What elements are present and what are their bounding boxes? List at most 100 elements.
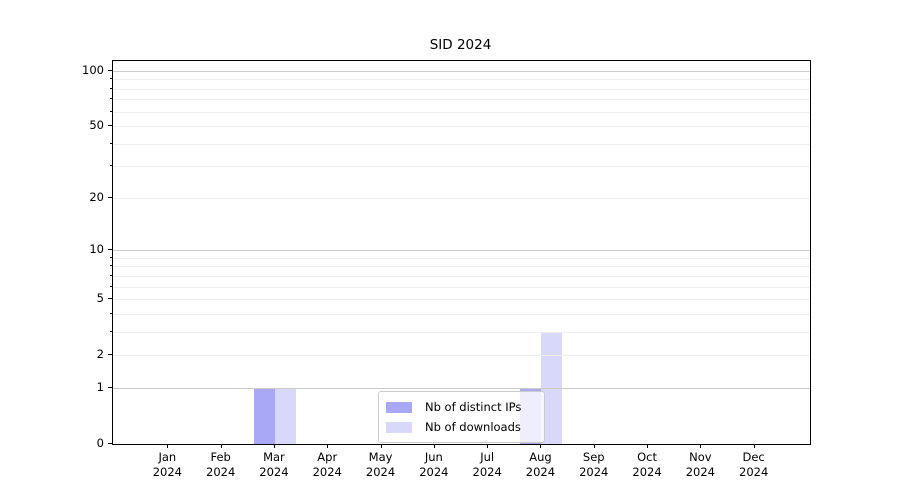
gridline-minor (113, 111, 810, 113)
x-label-month: Apr (317, 450, 338, 464)
gridline-minor (113, 286, 810, 288)
x-label-year: 2024 (365, 465, 396, 479)
y-tick-label: 5 (96, 291, 104, 306)
x-tick (220, 444, 222, 448)
y-minor-tick (110, 256, 112, 258)
y-minor-tick (110, 78, 112, 80)
y-tick (108, 386, 112, 388)
y-minor-tick (110, 98, 112, 100)
y-tick (108, 354, 112, 356)
y-tick (108, 298, 112, 300)
gridline-minor (113, 299, 810, 301)
x-tick-label: Jul 2024 (455, 450, 519, 480)
x-label-month: Mar (263, 450, 285, 464)
x-label-year: 2024 (525, 465, 556, 479)
x-tick-label: Oct 2024 (615, 450, 679, 480)
y-tick-label: 20 (89, 189, 104, 204)
y-tick-label: 1 (96, 379, 104, 394)
bar (274, 387, 296, 444)
legend-label-downloads: Nb of downloads (425, 420, 521, 434)
x-label-month: Jul (480, 450, 495, 464)
x-tick (753, 444, 755, 448)
gridline-minor (113, 99, 810, 101)
x-tick (273, 444, 275, 448)
gridline-minor (113, 126, 810, 128)
x-tick-label: Apr 2024 (295, 450, 359, 480)
x-label-year: 2024 (419, 465, 449, 479)
x-tick-label: May 2024 (349, 450, 413, 480)
y-tick (108, 249, 112, 251)
gridline-minor (113, 197, 810, 199)
x-tick-label: Jun 2024 (402, 450, 466, 480)
x-tick (700, 444, 702, 448)
x-tick (167, 444, 169, 448)
gridline-minor (113, 275, 810, 277)
x-label-month: Jun (424, 450, 443, 464)
x-tick-label: Sep 2024 (562, 450, 626, 480)
gridline-minor (113, 79, 810, 81)
y-tick-label: 2 (96, 347, 104, 362)
x-label-month: Jan (158, 450, 177, 464)
legend: Nb of distinct IPs Nb of downloads (378, 391, 545, 443)
x-label-month: May (368, 450, 393, 464)
legend-swatch-distinct-ips (386, 401, 412, 413)
chart-title: SID 2024 (429, 37, 492, 53)
x-tick (327, 444, 329, 448)
y-tick-label: 0 (96, 436, 104, 450)
gridline-minor (113, 355, 810, 357)
gridline-major (113, 387, 810, 389)
y-tick (108, 196, 112, 198)
x-tick (487, 444, 489, 448)
gridline-minor (113, 166, 810, 168)
y-tick (108, 125, 112, 127)
x-label-year: 2024 (312, 465, 342, 479)
x-tick (380, 444, 382, 448)
y-minor-tick (110, 142, 112, 144)
x-label-year: 2024 (472, 465, 502, 479)
y-tick (108, 443, 112, 444)
gridline-major (113, 250, 810, 252)
y-minor-tick (110, 330, 112, 332)
gridline-minor (113, 88, 810, 90)
y-minor-tick (110, 265, 112, 267)
y-tick-label: 100 (82, 62, 104, 77)
gridline-minor (113, 257, 810, 259)
bar (253, 387, 275, 444)
x-label-year: 2024 (739, 465, 769, 479)
x-label-year: 2024 (259, 465, 289, 479)
x-tick-label: Jan 2024 (135, 450, 199, 480)
y-minor-tick (110, 285, 112, 287)
x-label-month: Oct (637, 450, 657, 464)
x-label-year: 2024 (579, 465, 609, 479)
y-minor-tick (110, 274, 112, 276)
gridline-major (113, 70, 810, 72)
x-label-year: 2024 (685, 465, 715, 479)
legend-label-distinct-ips: Nb of distinct IPs (425, 400, 522, 414)
y-minor-tick (110, 87, 112, 89)
x-tick-label: Nov 2024 (668, 450, 732, 480)
plot-area: Nb of distinct IPs Nb of downloads (112, 60, 811, 445)
gridline-minor (113, 313, 810, 315)
gridline-minor (113, 266, 810, 268)
y-tick (108, 69, 112, 71)
x-label-year: 2024 (206, 465, 236, 479)
legend-entry-downloads: Nb of downloads (386, 417, 536, 437)
gridlines-layer (113, 61, 810, 444)
x-tick (540, 444, 542, 448)
x-tick-label: Dec 2024 (722, 450, 786, 480)
x-label-month: Aug (529, 450, 552, 464)
x-label-month: Nov (689, 450, 712, 464)
x-tick (593, 444, 595, 448)
y-minor-tick (110, 110, 112, 112)
x-tick (647, 444, 649, 448)
x-label-year: 2024 (632, 465, 662, 479)
y-minor-tick (110, 312, 112, 314)
x-tick-label: Aug 2024 (508, 450, 572, 480)
legend-entry-distinct-ips: Nb of distinct IPs (386, 397, 536, 417)
x-label-month: Feb (210, 450, 231, 464)
gridline-minor (113, 143, 810, 145)
x-label-month: Dec (742, 450, 765, 464)
legend-swatch-downloads (386, 421, 412, 433)
x-tick-label: Feb 2024 (189, 450, 253, 480)
